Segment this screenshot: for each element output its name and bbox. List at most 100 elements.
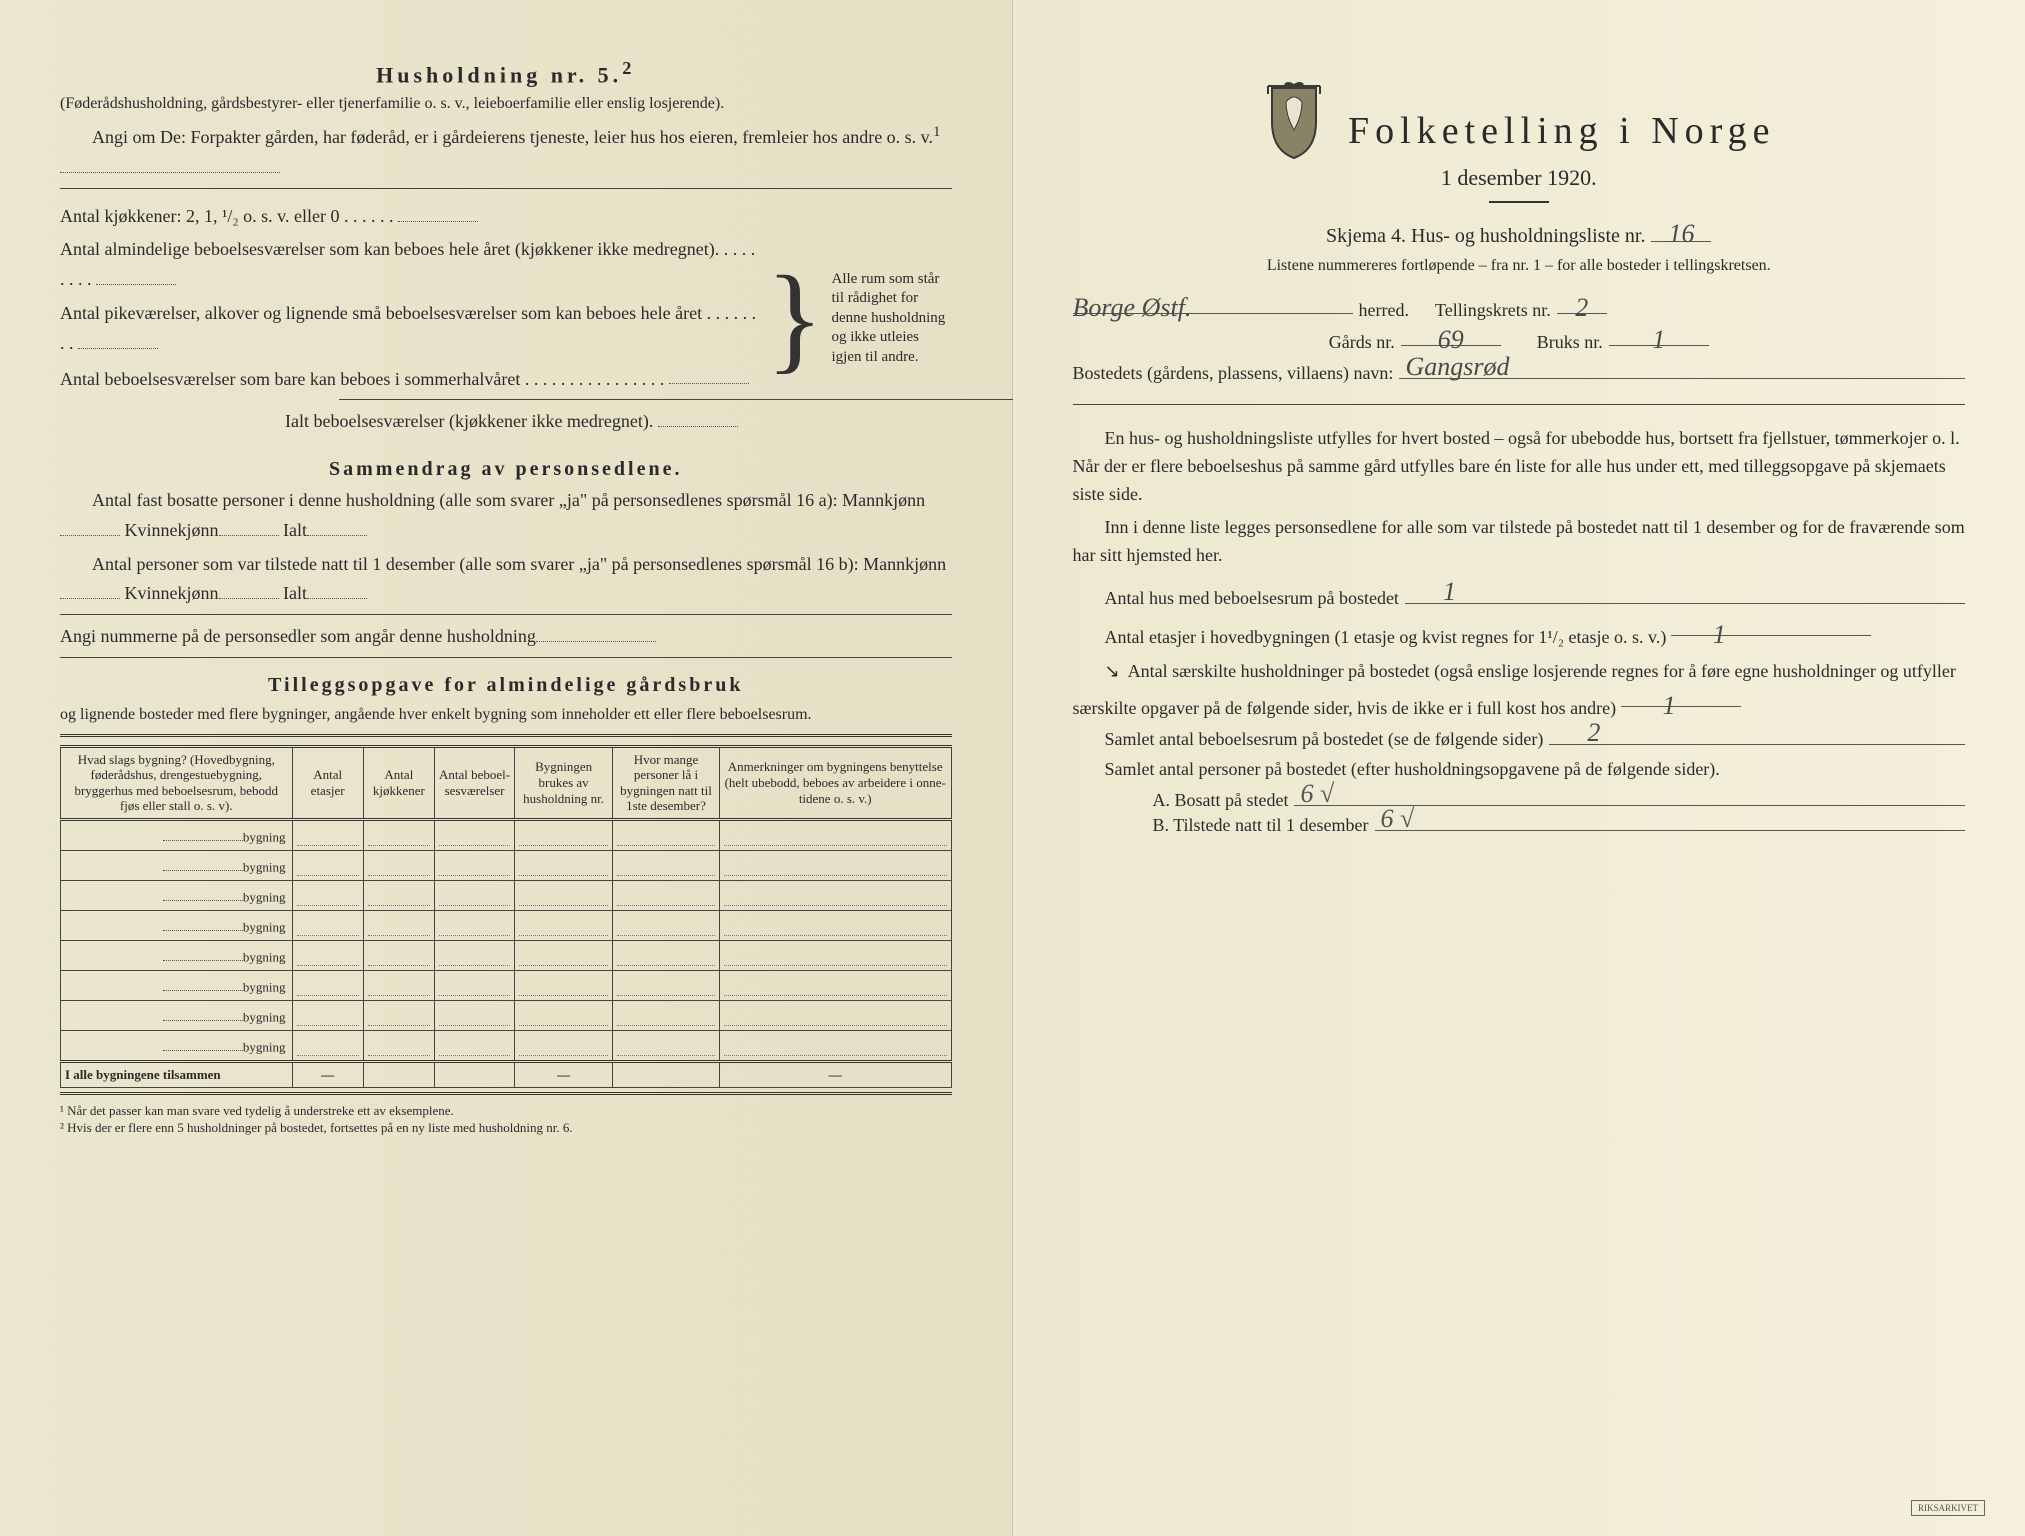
blank-line: [658, 406, 738, 427]
household-heading: Husholdning nr. 5.2: [60, 58, 952, 88]
footnotes: ¹ Når det passer kan man svare ved tydel…: [60, 1103, 952, 1137]
table-cell: [613, 1000, 720, 1030]
farm-table: Hvad slags bygning? (Hovedbygning, føder…: [60, 745, 952, 1088]
q2-value: 1: [1703, 620, 1726, 649]
blank-line: [307, 515, 367, 536]
table-cell: [515, 1030, 613, 1061]
q3-value: 1: [1653, 691, 1676, 720]
summary-p3: Angi nummerne på de personsedler som ang…: [60, 621, 952, 651]
bruks-label: Bruks nr.: [1537, 332, 1603, 353]
totals-cell: [434, 1061, 514, 1087]
table-cell: [434, 910, 514, 940]
rule: [60, 657, 952, 658]
summary-ialt: Ialt: [283, 520, 307, 540]
blank-line: [307, 578, 367, 599]
gards-field: 69: [1401, 325, 1501, 346]
rule: [339, 399, 1037, 400]
totals-dash: —: [292, 1061, 363, 1087]
tillegg-heading: Tilleggsopgave for almindelige gårdsbruk: [60, 674, 952, 697]
blank-line: [219, 578, 279, 599]
table-cell: [434, 819, 514, 850]
title-divider: [1489, 201, 1549, 203]
table-row: bygning: [61, 819, 952, 850]
table-cell: [434, 850, 514, 880]
herred-name: Borge Østf.: [1073, 293, 1192, 322]
q2-field: 1: [1671, 615, 1871, 636]
table-cell: [613, 819, 720, 850]
gards-label: Gårds nr.: [1329, 332, 1395, 353]
table-cell: [434, 880, 514, 910]
herred-label: herred.: [1359, 300, 1409, 321]
building-type-cell: bygning: [61, 910, 293, 940]
listene-text: Listene nummereres fortløpende – fra nr.…: [1073, 254, 1966, 279]
rooms-line-2: Antal pikeværelser, alkover og lignende …: [60, 300, 758, 358]
bosted-field: Gangsrød: [1399, 378, 1965, 379]
bruks-nr: 1: [1652, 325, 1665, 354]
q3-label: Antal særskilte husholdninger på bostede…: [1073, 661, 1956, 718]
table-cell: [292, 819, 363, 850]
q4-field: 2: [1549, 744, 1965, 745]
table-cell: [363, 880, 434, 910]
blank-line: [60, 578, 120, 599]
table-cell: [515, 1000, 613, 1030]
table-cell: [613, 970, 720, 1000]
blank-line: [78, 328, 158, 349]
table-header-row: Hvad slags bygning? (Hovedbygning, føder…: [61, 746, 952, 819]
q1-row: Antal hus med beboelsesrum på bostedet 1: [1073, 588, 1966, 609]
building-type-cell: bygning: [61, 970, 293, 1000]
rooms-lines: Antal kjøkkener: 2, 1, ¹/₂ o. s. v. elle…: [60, 195, 758, 442]
rooms-block: Antal kjøkkener: 2, 1, ¹/₂ o. s. v. elle…: [60, 195, 952, 442]
table-cell: [292, 970, 363, 1000]
summary-p3-text: Angi nummerne på de personsedler som ang…: [60, 626, 536, 646]
right-page: Folketelling i Norge 1 desember 1920. Sk…: [1013, 0, 2025, 1536]
skjema-row: Skjema 4. Hus- og husholdningsliste nr. …: [1073, 219, 1966, 248]
table-cell: [363, 910, 434, 940]
building-type-cell: bygning: [61, 880, 293, 910]
skjema-label: Skjema 4. Hus- og husholdningsliste nr.: [1326, 225, 1645, 248]
col-header-3: Antal beboel­sesvæ­relser: [434, 746, 514, 819]
table-cell: [613, 850, 720, 880]
gards-row: Gårds nr. 69 Bruks nr. 1: [1073, 325, 1966, 353]
totals-cell: [363, 1061, 434, 1087]
table-row: bygning: [61, 1000, 952, 1030]
printer-stamp: RIKSARKIVET: [1911, 1500, 1985, 1516]
blank-line: [219, 515, 279, 536]
blank-line: [536, 621, 656, 642]
table-row: bygning: [61, 970, 952, 1000]
col-header-5: Hvor mange personer lå i bygningen natt …: [613, 746, 720, 819]
household-instruction-text: Angi om De: Forpakter gården, har føderå…: [92, 127, 933, 147]
q2-row: Antal etasjer i hovedbygningen (1 etasje…: [1073, 615, 1966, 652]
blank-line: [669, 364, 749, 385]
brace-text: Alle rum som står til rådighet for denne…: [832, 270, 952, 368]
table-cell: [515, 910, 613, 940]
table-cell: [613, 1030, 720, 1061]
herred-field: Borge Østf.: [1073, 293, 1353, 314]
table-cell: [613, 940, 720, 970]
building-type-cell: bygning: [61, 850, 293, 880]
rooms-total-text: Ialt beboelsesværelser (kjøkkener ikke m…: [285, 411, 653, 431]
household-heading-sup: 2: [622, 58, 635, 78]
table-cell: [292, 1030, 363, 1061]
blank-line: [398, 201, 478, 222]
table-cell: [719, 1030, 951, 1061]
tillegg-sub: og lignende bosteder med flere bygninger…: [60, 703, 952, 728]
table-cell: [434, 970, 514, 1000]
table-cell: [292, 1000, 363, 1030]
totals-dash: —: [719, 1061, 951, 1087]
household-note: (Føderådshusholdning, gårdsbestyrer- ell…: [60, 94, 952, 115]
rule: [1073, 404, 1966, 405]
totals-cell: [613, 1061, 720, 1087]
summary-p2: Antal personer som var tilstede natt til…: [60, 551, 952, 609]
tellingskrets-field: 2: [1557, 293, 1607, 314]
summary-p1: Antal fast bosatte personer i denne hush…: [60, 487, 952, 545]
rooms-text-3: Antal beboelsesværelser som bare kan beb…: [60, 368, 664, 388]
household-instruction: Angi om De: Forpakter gården, har føderå…: [60, 121, 952, 182]
farm-table-body: bygningbygningbygningbygningbygningbygni…: [61, 819, 952, 1061]
gards-nr: 69: [1438, 325, 1464, 354]
tellingskrets-nr: 2: [1575, 293, 1588, 322]
bosted-label: Bostedets (gårdens, plassens, villaens) …: [1073, 363, 1394, 384]
table-cell: [613, 880, 720, 910]
q4-row: Samlet antal beboelsesrum på bostedet (s…: [1073, 729, 1966, 750]
table-cell: [363, 1000, 434, 1030]
rule: [60, 188, 952, 189]
